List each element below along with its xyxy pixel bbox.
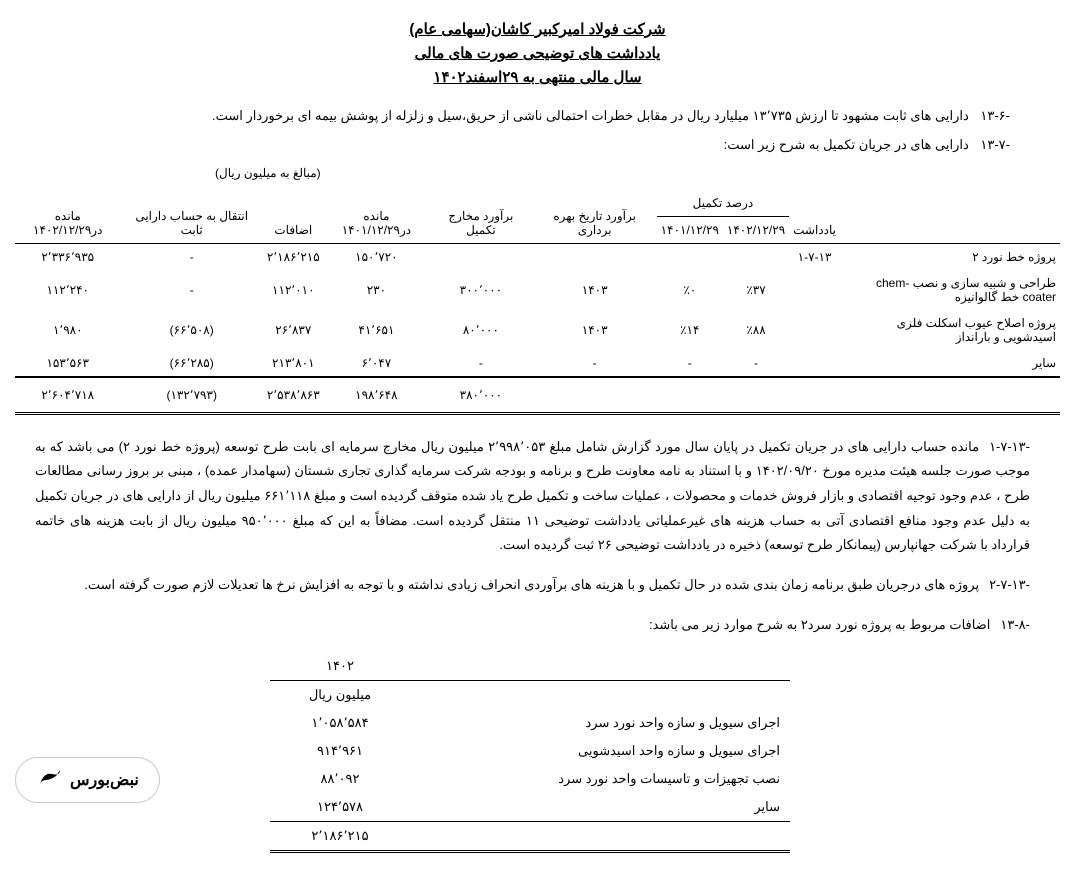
unit-header: میلیون ریال [270, 681, 410, 710]
table-row: سایر - - - - ۶٬۰۴۷ ۲۱۳٬۸۰۱ (۶۶٬۲۸۵) ۱۵۳٬… [15, 350, 1060, 377]
col-transfer: انتقال به حساب دارایی ثابت [120, 190, 262, 244]
row-bal-1401: ۴۱٬۶۵۱ [324, 310, 429, 350]
row-cost: ۳۰۰٬۰۰۰ [429, 270, 533, 310]
row-transfer: (۶۶٬۲۸۵) [120, 350, 262, 377]
row-desc: پروژه خط نورد ۲ [840, 243, 1060, 270]
watermark-logo: نبض‌بورس [15, 757, 160, 803]
row-note [789, 270, 840, 310]
para-text: پروژه های درجریان طبق برنامه زمان بندی ش… [84, 577, 979, 592]
table-row: اجرای سیویل و سازه واحد نورد سرد ۱٬۰۵۸٬۵… [270, 709, 790, 737]
row-desc: طراحی و شبیه سازی و نصب chem-coater خط گ… [840, 270, 1060, 310]
para-label: -۱۳-۸ [1000, 613, 1030, 638]
para-text: اضافات مربوط به پروژه نورد سرد۲ به شرح م… [649, 617, 990, 632]
item-label: اجرای سیویل و سازه واحد اسیدشویی [410, 737, 790, 765]
col-pct-group: درصد تکمیل [657, 190, 789, 217]
row-pct-1402: ٪۸۸ [723, 310, 789, 350]
row-bal-1401: ۶٬۰۴۷ [324, 350, 429, 377]
row-desc: پروژه اصلاح عیوب اسکلت فلزی اسیدشویی و ب… [840, 310, 1060, 350]
row-pct-1402: ٪۳۷ [723, 270, 789, 310]
item-value: ۹۱۴٬۹۶۱ [270, 737, 410, 765]
row-note [789, 350, 840, 377]
col-note: یادداشت [789, 190, 840, 244]
table-row: پروژه اصلاح عیوب اسکلت فلزی اسیدشویی و ب… [15, 310, 1060, 350]
row-cost [429, 243, 533, 270]
col-bal-1401: مانده در۱۴۰۱/۱۲/۲۹ [324, 190, 429, 244]
row-additions: ۲٬۱۸۶٬۲۱۵ [263, 243, 324, 270]
row-bal-1401: ۲۳۰ [324, 270, 429, 310]
item-label: نصب تجهیزات و تاسیسات واحد نورد سرد [410, 765, 790, 793]
note-text: دارایی های ثابت مشهود تا ارزش ۱۳٬۷۳۵ میل… [212, 108, 969, 123]
row-transfer: - [120, 243, 262, 270]
bull-icon [36, 766, 64, 794]
row-additions: ۲۱۳٬۸۰۱ [263, 350, 324, 377]
note-label: -۱۳-۷ [980, 135, 1010, 156]
col-bal-1402: مانده در۱۴۰۲/۱۲/۲۹ [15, 190, 120, 244]
row-pct-1402 [723, 243, 789, 270]
row-bal-1402: ۱٬۹۸۰ [15, 310, 120, 350]
doc-subtitle: یادداشت های توضیحی صورت های مالی [15, 44, 1060, 62]
row-bal-1402: ۲٬۳۳۶٬۹۳۵ [15, 243, 120, 270]
table-row: طراحی و شبیه سازی و نصب chem-coater خط گ… [15, 270, 1060, 310]
col-pct-1402: ۱۴۰۲/۱۲/۲۹ [723, 216, 789, 243]
row-pct-1401: ٪۰ [657, 270, 723, 310]
para-13-8: -۱۳-۸ اضافات مربوط به پروژه نورد سرد۲ به… [35, 613, 1030, 638]
row-note: ۱-۷-۱۳ [789, 243, 840, 270]
col-cost: برآورد مخارج تکمیل [429, 190, 533, 244]
note-label: -۱۳-۶ [980, 106, 1010, 127]
additions-breakdown-table: ۱۴۰۲ میلیون ریال اجرای سیویل و سازه واحد… [270, 652, 790, 853]
row-pct-1401: ٪۱۴ [657, 310, 723, 350]
note-13-6: -۱۳-۶ دارایی های ثابت مشهود تا ارزش ۱۳٬۷… [35, 106, 1010, 127]
row-bal-1402: ۱۱۲٬۲۴۰ [15, 270, 120, 310]
row-bal-1402: ۱۵۳٬۵۶۳ [15, 350, 120, 377]
para-label: -۱-۷-۱۳ [989, 435, 1030, 460]
total-transfer: (۱۳۲٬۷۹۳) [120, 377, 262, 414]
para-13-7-1: -۱-۷-۱۳ مانده حساب دارایی های در جریان ت… [35, 435, 1030, 558]
row-desc: سایر [840, 350, 1060, 377]
row-cost: - [429, 350, 533, 377]
total-row: ۲٬۱۸۶٬۲۱۵ [270, 822, 790, 852]
row-additions: ۲۶٬۸۳۷ [263, 310, 324, 350]
total-bal-1402: ۲٬۶۰۴٬۷۱۸ [15, 377, 120, 414]
logo-text: نبض‌بورس [70, 770, 139, 790]
row-date: - [533, 350, 657, 377]
row-note [789, 310, 840, 350]
fiscal-period: سال مالی منتهی به ۲۹اسفند۱۴۰۲ [15, 68, 1060, 86]
row-transfer: (۶۶٬۵۰۸) [120, 310, 262, 350]
assets-in-progress-table: یادداشت درصد تکمیل برآورد تاریخ بهره برد… [15, 190, 1060, 415]
table-row: پروژه خط نورد ۲ ۱-۷-۱۳ ۱۵۰٬۷۲۰ ۲٬۱۸۶٬۲۱۵… [15, 243, 1060, 270]
row-date: ۱۴۰۳ [533, 270, 657, 310]
table-row: اجرای سیویل و سازه واحد اسیدشویی ۹۱۴٬۹۶۱ [270, 737, 790, 765]
col-additions: اضافات [263, 190, 324, 244]
year-header: ۱۴۰۲ [270, 652, 410, 681]
para-13-7-2: -۲-۷-۱۳ پروژه های درجریان طبق برنامه زما… [35, 573, 1030, 598]
row-transfer: - [120, 270, 262, 310]
total-bal-1401: ۱۹۸٬۶۴۸ [324, 377, 429, 414]
col-date: برآورد تاریخ بهره برداری [533, 190, 657, 244]
currency-unit: (مبالغ به میلیون ریال) [215, 166, 1060, 180]
col-pct-1401: ۱۴۰۱/۱۲/۲۹ [657, 216, 723, 243]
item-value: ۱٬۰۵۸٬۵۸۴ [270, 709, 410, 737]
row-additions: ۱۱۲٬۰۱۰ [263, 270, 324, 310]
item-label: اجرای سیویل و سازه واحد نورد سرد [410, 709, 790, 737]
para-text: مانده حساب دارایی های در جریان تکمیل در … [35, 439, 1030, 553]
total-value: ۲٬۱۸۶٬۲۱۵ [270, 822, 410, 852]
total-cost: ۳۸۰٬۰۰۰ [429, 377, 533, 414]
row-date [533, 243, 657, 270]
item-value: ۸۸٬۰۹۲ [270, 765, 410, 793]
row-date: ۱۴۰۳ [533, 310, 657, 350]
table-row: نصب تجهیزات و تاسیسات واحد نورد سرد ۸۸٬۰… [270, 765, 790, 793]
row-pct-1401 [657, 243, 723, 270]
total-row: ۳۸۰٬۰۰۰ ۱۹۸٬۶۴۸ ۲٬۵۳۸٬۸۶۳ (۱۳۲٬۷۹۳) ۲٬۶۰… [15, 377, 1060, 414]
document-header: شرکت فولاد امیرکبیر کاشان(سهامی عام) یاد… [15, 20, 1060, 86]
para-label: -۲-۷-۱۳ [989, 573, 1030, 598]
row-bal-1401: ۱۵۰٬۷۲۰ [324, 243, 429, 270]
note-13-7: -۱۳-۷ دارایی های در جریان تکمیل به شرح ز… [35, 135, 1010, 156]
company-name: شرکت فولاد امیرکبیر کاشان(سهامی عام) [15, 20, 1060, 38]
row-pct-1402: - [723, 350, 789, 377]
row-pct-1401: - [657, 350, 723, 377]
note-text: دارایی های در جریان تکمیل به شرح زیر است… [724, 137, 969, 152]
row-cost: ۸۰٬۰۰۰ [429, 310, 533, 350]
total-additions: ۲٬۵۳۸٬۸۶۳ [263, 377, 324, 414]
